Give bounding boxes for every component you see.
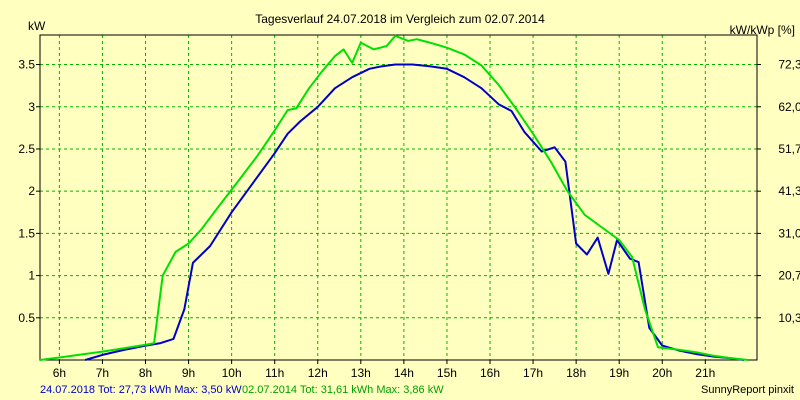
y2-tick-label: 20,7: [778, 269, 800, 283]
x-tick-label: 7h: [96, 366, 109, 380]
series-lines: [39, 34, 749, 361]
plot-frame: [39, 34, 758, 361]
x-tick-label: 8h: [139, 366, 152, 380]
y-axis-right-label: kW/kWp [%]: [730, 23, 795, 37]
series-line-2: [39, 34, 749, 361]
x-tick-label: 17h: [523, 366, 543, 380]
x-tick-label: 16h: [480, 366, 500, 380]
grid: [40, 35, 757, 360]
y2-tick-label: 72,3: [778, 58, 800, 72]
y-tick-label: 3.5: [18, 58, 35, 72]
y-tick-label: 0.5: [18, 311, 35, 325]
x-tick-label: 18h: [566, 366, 586, 380]
x-tick-label: 11h: [265, 366, 284, 380]
y-tick-label: 1.5: [18, 226, 35, 240]
y2-tick-label: 51,7: [778, 142, 800, 156]
x-tick-label: 10h: [222, 366, 242, 380]
series-2-summary: 02.07.2014 Tot: 31,61 kWh Max: 3,86 kW: [242, 384, 444, 396]
chart-title: Tagesverlauf 24.07.2018 im Vergleich zum…: [255, 12, 545, 26]
axis-ticks: 6h 7h 8h 9h 10h 11h 12h 13h 14h 15h 16h 17h 18h 19h 20…: [18, 58, 800, 380]
y-tick-label: 3: [28, 100, 35, 114]
x-tick-label: 15h: [437, 366, 457, 380]
y2-tick-label: 10,3: [778, 311, 800, 325]
credit-text: SunnyReport pinxit: [701, 384, 794, 396]
chart-footer: 24.07.2018 Tot: 27,73 kWh Max: 3,50 kW 0…: [0, 382, 800, 398]
x-tick-label: 13h: [351, 366, 371, 380]
y2-tick-label: 62,0: [778, 100, 800, 114]
x-tick-label: 19h: [609, 366, 629, 380]
y2-tick-label: 41,3: [778, 184, 800, 198]
x-tick-label: 21h: [695, 366, 715, 380]
y2-tick-label: 31,0: [778, 226, 800, 240]
y-tick-label: 2: [28, 184, 35, 198]
y-tick-label: 1: [28, 269, 35, 283]
daily-power-chart: 6h 7h 8h 9h 10h 11h 12h 13h 14h 15h 16h 17h 18h 19h 20…: [18, 12, 800, 380]
x-tick-label: 14h: [394, 366, 414, 380]
x-tick-label: 12h: [308, 366, 328, 380]
y-tick-label: 2.5: [18, 142, 35, 156]
series-line-1: [84, 63, 745, 361]
x-tick-label: 20h: [652, 366, 672, 380]
x-tick-label: 6h: [53, 366, 66, 380]
x-tick-label: 9h: [182, 366, 195, 380]
series-1-summary: 24.07.2018 Tot: 27,73 kWh Max: 3,50 kW: [40, 384, 242, 396]
y-axis-left-label: kW: [28, 19, 46, 33]
